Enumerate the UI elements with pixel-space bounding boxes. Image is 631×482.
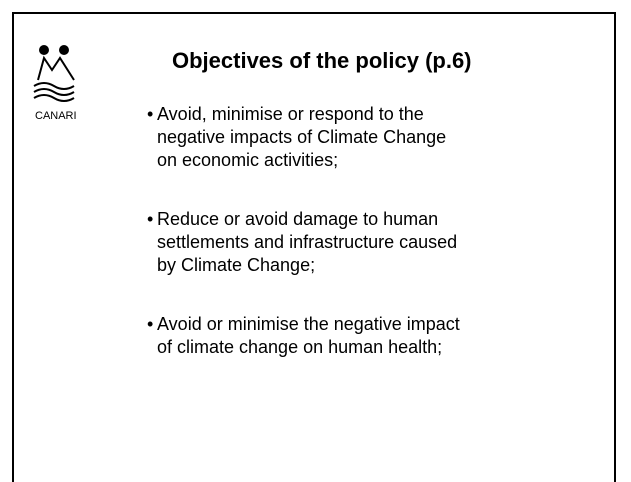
- bullet: • Avoid or minimise the negative impact of…: [147, 313, 460, 359]
- slide-title: Objectives of the policy (p.6): [172, 48, 472, 73]
- bullet-line: on economic activities;: [157, 150, 339, 170]
- bullet-line: negative impacts of Climate Change: [157, 127, 447, 147]
- bullet-line: Reduce or avoid damage to human: [157, 209, 439, 229]
- bullet: • Reduce or avoid damage to human settleme…: [147, 208, 457, 277]
- bullet-line: settlements and infrastructure caused: [157, 232, 458, 252]
- bullet: • Avoid, minimise or respond to the negati…: [147, 103, 446, 172]
- bullet-line: by Climate Change;: [157, 255, 316, 275]
- bullet-line: of climate change on human health;: [157, 337, 443, 357]
- logo: [33, 45, 75, 102]
- bullet-line: Avoid, minimise or respond to the: [157, 104, 424, 124]
- bullet-dot: •: [147, 104, 154, 124]
- bullet-line: Avoid or minimise the negative impact: [157, 314, 460, 334]
- bullet-dot: •: [147, 209, 154, 229]
- bullet-dot: •: [147, 314, 154, 334]
- logo-text: CANARI: [35, 110, 77, 122]
- slide-frame: [12, 12, 616, 482]
